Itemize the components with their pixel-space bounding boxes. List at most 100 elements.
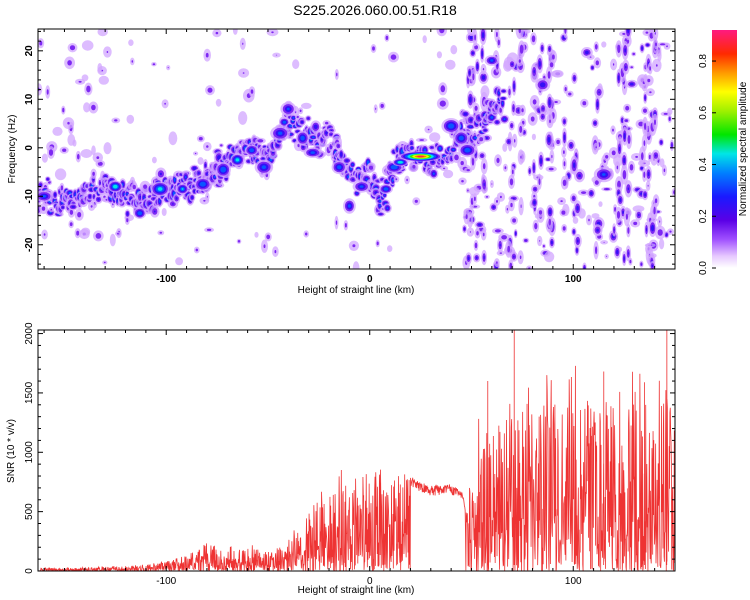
- spectrogram-blob: [561, 210, 566, 215]
- spectrogram-blob: [492, 205, 495, 209]
- spectrogram-blob: [365, 178, 368, 181]
- spectrogram-blob: [69, 209, 74, 215]
- spectrogram-blob: [379, 213, 383, 215]
- spectrogram-blob: [563, 120, 566, 123]
- spectrogram-blob: [206, 195, 208, 198]
- spectrogram-blob: [508, 88, 511, 96]
- spectrogram-blob: [531, 35, 536, 43]
- spectrogram-blob: [621, 118, 623, 122]
- snr-y-tick-label: 0: [24, 568, 35, 574]
- spectrogram-blob: [385, 35, 389, 41]
- spectrogram-blob: [582, 101, 587, 106]
- spectrogram-blob: [513, 107, 514, 110]
- spectrogram-blob: [429, 132, 441, 143]
- spectrogram-blob: [495, 121, 499, 124]
- spectrogram-blob: [90, 205, 93, 208]
- spectrogram-blob: [97, 197, 100, 201]
- spectrogram-blob: [46, 178, 49, 181]
- spectrogram-blob: [469, 35, 474, 40]
- spectrogram-blob: [632, 205, 645, 212]
- spectrogram-blob: [654, 32, 656, 35]
- spectrogram-blob: [159, 199, 161, 203]
- spectrogram-blob: [588, 218, 590, 222]
- spectrogram-blob: [591, 66, 594, 69]
- spectrogram-blob: [220, 166, 227, 173]
- spectrogram-blob: [93, 195, 95, 198]
- spectrogram-blob: [657, 49, 662, 62]
- spectrogram-blob: [562, 226, 566, 231]
- spectrogram-blob: [663, 168, 666, 173]
- spectrogram-blob: [598, 91, 600, 94]
- spectrogram-blob: [293, 139, 297, 142]
- snr-y-tick-label: 2000: [24, 322, 35, 345]
- spectrogram-blob: [649, 91, 652, 94]
- spectrogram-blob: [612, 63, 615, 66]
- spectrogram-blob: [533, 165, 535, 171]
- spectrogram-blob: [627, 29, 630, 34]
- spectrogram-blob: [502, 90, 505, 93]
- spectrogram-blob: [563, 150, 565, 155]
- spectrogram-blob: [483, 182, 485, 187]
- spectrogram-blob: [310, 151, 315, 154]
- spectrogram-blob: [479, 137, 484, 142]
- spectrogram-blob: [106, 51, 109, 53]
- colorbar-gradient: [712, 30, 737, 268]
- spectrogram-blob: [330, 129, 333, 132]
- spectrogram-blob: [330, 133, 332, 136]
- spectrogram-blob: [512, 218, 516, 223]
- spectrogram-blob: [175, 257, 184, 266]
- spectrogram-blob: [641, 46, 643, 50]
- spectrogram-blob: [286, 107, 290, 111]
- spectrogram-blob: [39, 183, 42, 187]
- spectrogram-blob: [651, 224, 655, 232]
- spectrogram-blob: [594, 121, 597, 125]
- spectrogram-blob: [81, 40, 94, 51]
- spectrogram-blob: [215, 31, 219, 35]
- spectrogram-blob: [443, 169, 454, 179]
- spectrogram-blob: [589, 56, 592, 58]
- spectrogram-blob: [348, 204, 351, 208]
- spectrogram-blob: [603, 241, 605, 243]
- spectrogram-blob: [91, 104, 96, 111]
- spectrogram-blob: [481, 75, 486, 80]
- spectrogram-blob: [411, 147, 413, 149]
- spectrogram-blob: [423, 148, 427, 152]
- spectrogram-blob: [498, 91, 500, 95]
- spectrogram-x-tick-label: -100: [156, 274, 176, 285]
- spectrogram-blob: [534, 222, 538, 230]
- spectrogram-blob: [164, 102, 166, 105]
- spectrogram-blob: [154, 210, 156, 213]
- spectrogram-blob: [474, 242, 478, 249]
- spectrogram-blob: [499, 195, 502, 199]
- spectrogram-blob: [485, 196, 489, 198]
- spectrogram-blob: [197, 171, 200, 175]
- spectrogram-blob: [546, 158, 550, 161]
- spectrogram-blob: [482, 163, 486, 170]
- spectrogram-blob: [300, 135, 305, 141]
- spectrogram-blob: [651, 264, 654, 268]
- spectrogram-blob: [463, 227, 466, 231]
- spectrogram-blob: [46, 89, 49, 95]
- spectrogram-y-tick-label: 0: [24, 145, 35, 151]
- spectrogram-blob: [611, 150, 616, 156]
- spectrogram-blob: [448, 123, 455, 129]
- spectrogram-blob: [340, 151, 343, 157]
- spectrogram-blob: [490, 116, 494, 119]
- spectrogram-blob: [669, 230, 672, 233]
- spectrogram-blob: [541, 46, 543, 50]
- spectrogram-blob: [351, 178, 355, 181]
- spectrogram-blob: [468, 70, 471, 75]
- spectrogram-blob: [646, 43, 649, 47]
- spectrogram-blob: [445, 59, 456, 70]
- spectrogram-blob: [519, 44, 524, 54]
- spectrogram-blob: [83, 102, 91, 113]
- spectrogram-blob: [207, 87, 213, 93]
- spectrogram-blob: [478, 223, 482, 226]
- spectrogram-blob: [235, 158, 240, 162]
- spectrogram-blob: [159, 231, 163, 234]
- spectrogram-blob: [501, 97, 506, 100]
- spectrogram-blob: [368, 165, 374, 170]
- spectrogram-blob: [204, 163, 207, 167]
- spectrogram-blob: [77, 212, 82, 218]
